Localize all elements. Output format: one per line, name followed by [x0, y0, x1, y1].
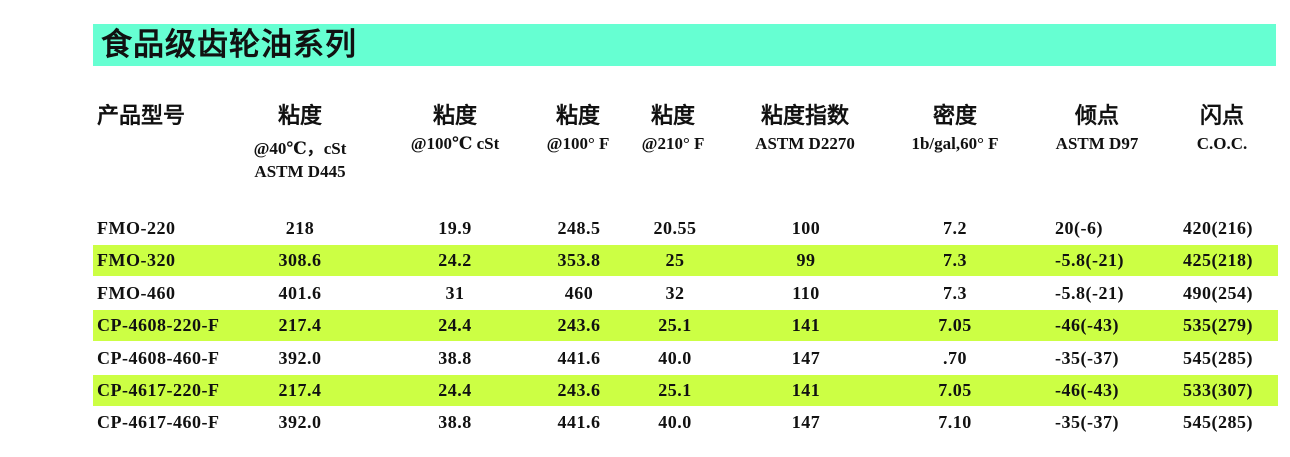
product-model-cell: FMO-320 — [97, 250, 176, 271]
table-cell: 392.0 — [278, 412, 322, 433]
column-header-4-line1: 粘度 — [555, 103, 601, 129]
column-header-7-line2: 1b/gal,60° F — [911, 134, 999, 153]
table-cell: 217.4 — [278, 380, 322, 400]
table-cell: 460 — [564, 282, 594, 303]
table-cell: 545(285) — [1183, 412, 1253, 433]
product-model-cell: CP-4608-220-F — [97, 315, 220, 336]
table-row: CP-4608-220-F 217.4 24.4 243.6 25.1 141 7.05 -4… — [93, 310, 1278, 342]
column-header-4-line2: @100° F — [546, 134, 610, 153]
table-cell: 25.1 — [658, 380, 692, 400]
table-cell: 32 — [665, 282, 685, 303]
table-cell: 7.3 — [943, 282, 967, 303]
column-header-2-line2: @40℃，cSt — [253, 139, 347, 158]
table-cell: 7.2 — [943, 218, 967, 238]
table-row: FMO-320 308.6 24.2 353.8 25 99 7.3 -5.8(-21) 425… — [93, 245, 1278, 277]
table-cell: 24.4 — [438, 380, 472, 400]
table-cell: 401.6 — [278, 282, 322, 303]
column-header-6-line1: 粘度指数 — [760, 103, 850, 129]
table-cell: 425(218) — [1183, 250, 1253, 271]
product-model-cell: CP-4617-460-F — [97, 412, 220, 433]
table-cell: 40.0 — [658, 412, 692, 433]
table-row: CP-4617-220-F 217.4 24.4 243.6 25.1 141 7.05 -4… — [93, 375, 1278, 406]
table-cell: 7.05 — [938, 380, 972, 400]
table-cell: 147 — [791, 412, 821, 433]
table-cell: 545(285) — [1183, 347, 1253, 368]
product-model-cell: FMO-460 — [97, 282, 176, 303]
column-header-3-line1: 粘度 — [432, 103, 478, 129]
table-cell: 248.5 — [557, 218, 601, 238]
table-cell: 7.05 — [938, 315, 972, 336]
product-model-cell: FMO-220 — [97, 218, 176, 238]
column-header-5-line2: @210° F — [641, 134, 705, 153]
table-cell: 243.6 — [557, 315, 601, 336]
table-cell: 31 — [445, 282, 465, 303]
table-cell: 40.0 — [658, 347, 692, 368]
table-cell: 141 — [791, 380, 821, 400]
table-cell: 217.4 — [278, 315, 322, 336]
table-cell: 38.8 — [438, 347, 472, 368]
column-header-8-line2: ASTM D97 — [1055, 134, 1139, 153]
table-cell: 420(216) — [1183, 218, 1253, 238]
table-cell: -35(-37) — [1055, 347, 1119, 368]
table-cell: 7.10 — [938, 412, 972, 433]
table-cell: 141 — [791, 315, 821, 336]
table-cell: 243.6 — [557, 380, 601, 400]
table-cell: 7.3 — [943, 250, 967, 271]
table-row: CP-4608-460-F 392.0 38.8 441.6 40.0 147 .70 -35… — [93, 343, 1278, 374]
table-cell: 535(279) — [1183, 315, 1253, 336]
table-cell: 110 — [792, 282, 820, 303]
table-cell: 441.6 — [557, 347, 601, 368]
column-header-2-line3: ASTM D445 — [254, 162, 346, 181]
column-header-8-line1: 倾点 — [1074, 103, 1120, 129]
product-model-cell: CP-4608-460-F — [97, 347, 220, 368]
table-cell: 25.1 — [658, 315, 692, 336]
table-cell: 218 — [285, 218, 315, 238]
table-cell: 533(307) — [1183, 380, 1253, 400]
table-cell: 392.0 — [278, 347, 322, 368]
column-header-3-line2: @100℃ cSt — [410, 134, 500, 153]
table-cell: 441.6 — [557, 412, 601, 433]
table-cell: 20(-6) — [1055, 218, 1103, 238]
column-header-9-line1: 闪点 — [1199, 103, 1245, 129]
table-cell: 24.2 — [438, 250, 472, 271]
product-model-cell: CP-4617-220-F — [97, 380, 220, 400]
table-cell: -5.8(-21) — [1055, 282, 1124, 303]
table-cell: 490(254) — [1183, 282, 1253, 303]
table-cell: 99 — [796, 250, 816, 271]
table-cell: 24.4 — [438, 315, 472, 336]
column-header-5-line1: 粘度 — [650, 103, 696, 129]
table-cell: 308.6 — [278, 250, 322, 271]
table-row: FMO-460 401.6 31 460 32 110 7.3 -5.8(-21) 490(25… — [93, 278, 1278, 309]
table-cell: -46(-43) — [1055, 315, 1119, 336]
table-row: CP-4617-460-F 392.0 38.8 441.6 40.0 147 7.10 -3… — [93, 407, 1278, 438]
table-cell: -35(-37) — [1055, 412, 1119, 433]
table-cell: 147 — [791, 347, 821, 368]
table-cell: .70 — [943, 347, 967, 368]
table-cell: -46(-43) — [1055, 380, 1119, 400]
page-title: 食品级齿轮油系列 — [101, 27, 357, 63]
table-cell: 353.8 — [557, 250, 601, 271]
table-cell: -5.8(-21) — [1055, 250, 1124, 271]
table-cell: 25 — [665, 250, 685, 271]
column-header-9-line2: C.O.C. — [1196, 134, 1248, 153]
column-header-2-line1: 粘度 — [277, 103, 323, 129]
table-row: FMO-220 218 19.9 248.5 20.55 100 7.2 20(-6) 420(… — [93, 213, 1278, 244]
column-header-1-line1: 产品型号 — [97, 103, 186, 129]
column-header-7-line1: 密度 — [932, 103, 978, 129]
table-cell: 19.9 — [438, 218, 472, 238]
title-bar: 食品级齿轮油系列 — [93, 24, 1276, 66]
table-cell: 100 — [791, 218, 821, 238]
table-cell: 20.55 — [653, 218, 697, 238]
table-cell: 38.8 — [438, 412, 472, 433]
column-header-6-line2: ASTM D2270 — [755, 134, 855, 153]
